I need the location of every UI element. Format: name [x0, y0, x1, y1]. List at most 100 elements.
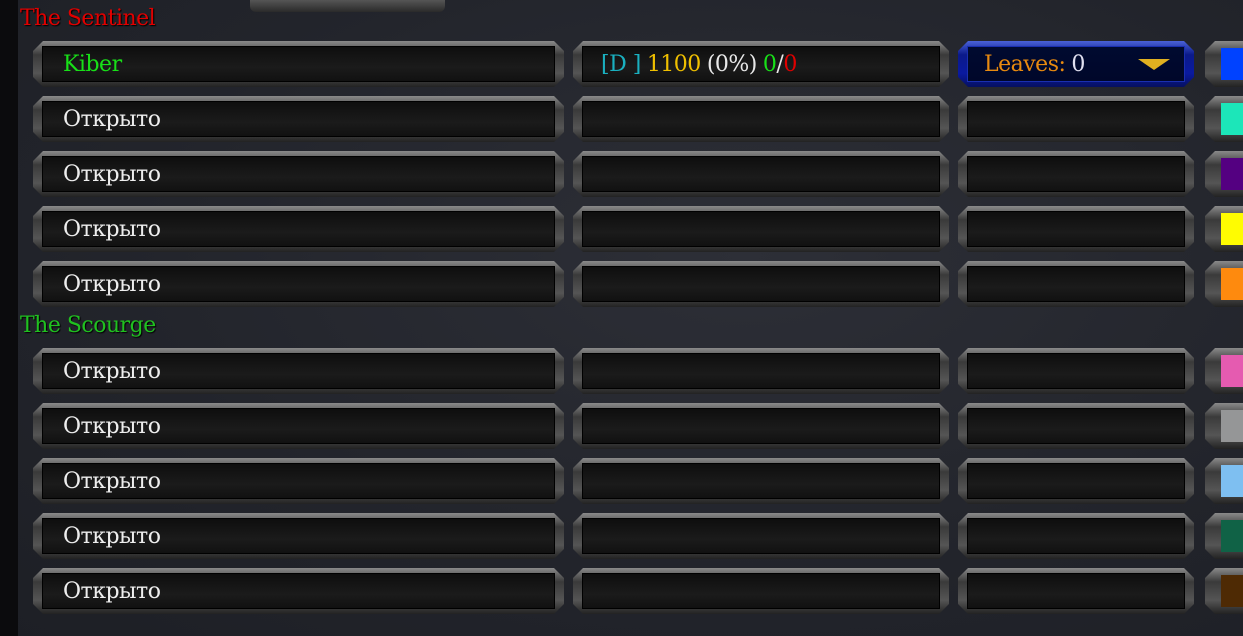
- player-color-selector[interactable]: [1205, 348, 1243, 394]
- player-slot-name[interactable]: Открыто: [33, 206, 564, 252]
- player-name-field[interactable]: Открыто: [42, 518, 555, 554]
- wins: 0: [762, 51, 777, 77]
- player-color-selector[interactable]: [1205, 96, 1243, 142]
- player-name: Открыто: [63, 578, 161, 604]
- player-name-field[interactable]: Открыто: [42, 463, 555, 499]
- player-info-slot: [573, 458, 949, 504]
- player-color-selector[interactable]: [1205, 261, 1243, 307]
- color-swatch: [1221, 103, 1243, 135]
- handicap-dropdown[interactable]: [958, 261, 1194, 307]
- player-info: [582, 211, 940, 247]
- player-info-slot: [573, 96, 949, 142]
- player-color-selector[interactable]: [1205, 403, 1243, 449]
- percent: (0%): [706, 51, 757, 77]
- player-info: [582, 518, 940, 554]
- player-name-field[interactable]: Открыто: [42, 266, 555, 302]
- handicap-dropdown[interactable]: [958, 96, 1194, 142]
- player-name: Kiber: [63, 51, 122, 77]
- player-info-slot: [573, 403, 949, 449]
- handicap-dropdown[interactable]: [958, 403, 1194, 449]
- handicap-dropdown[interactable]: [958, 513, 1194, 559]
- player-info: [582, 156, 940, 192]
- handicap-dropdown[interactable]: [958, 458, 1194, 504]
- player-color-selector[interactable]: [1205, 458, 1243, 504]
- chevron-down-icon[interactable]: [1138, 59, 1170, 70]
- player-slot-name[interactable]: Открыто: [33, 458, 564, 504]
- player-info-slot: [573, 348, 949, 394]
- dropdown-value: 0: [1071, 51, 1085, 77]
- player-name: Открыто: [63, 468, 161, 494]
- player-info: [582, 573, 940, 609]
- color-swatch: [1221, 48, 1243, 80]
- player-info-slot: [573, 206, 949, 252]
- left-border: [0, 0, 18, 636]
- dropdown-field[interactable]: [967, 518, 1185, 554]
- player-name: Открыто: [63, 271, 161, 297]
- color-swatch: [1221, 355, 1243, 387]
- player-slot-name[interactable]: Открыто: [33, 568, 564, 614]
- color-swatch: [1221, 575, 1243, 607]
- dropdown-field[interactable]: [967, 573, 1185, 609]
- player-color-selector[interactable]: [1205, 151, 1243, 197]
- dropdown-field[interactable]: [967, 156, 1185, 192]
- player-name: Открыто: [63, 413, 161, 439]
- dropdown-field[interactable]: [967, 266, 1185, 302]
- player-color-selector[interactable]: [1205, 568, 1243, 614]
- player-name-field[interactable]: Открыто: [42, 156, 555, 192]
- player-name-field[interactable]: Открыто: [42, 211, 555, 247]
- player-name: Открыто: [63, 523, 161, 549]
- score: 1100: [646, 51, 701, 77]
- player-info: [582, 266, 940, 302]
- dropdown-field[interactable]: [967, 211, 1185, 247]
- team-label: The Scourge: [20, 313, 156, 338]
- player-slot-name[interactable]: Открыто: [33, 151, 564, 197]
- handicap-dropdown[interactable]: [958, 206, 1194, 252]
- separator: /: [776, 51, 784, 77]
- player-name-field[interactable]: Открыто: [42, 101, 555, 137]
- player-color-selector[interactable]: [1205, 513, 1243, 559]
- player-name: Открыто: [63, 216, 161, 242]
- player-slot-name[interactable]: Kiber: [33, 41, 564, 87]
- losses: 0: [783, 51, 797, 77]
- player-slot-name[interactable]: Открыто: [33, 348, 564, 394]
- player-info: [582, 101, 940, 137]
- color-swatch: [1221, 213, 1243, 245]
- player-info-slot: [573, 151, 949, 197]
- player-name-field[interactable]: Открыто: [42, 353, 555, 389]
- dropdown-field[interactable]: [967, 353, 1185, 389]
- dropdown-field[interactable]: [967, 101, 1185, 137]
- clan-tag: [D ]: [601, 51, 641, 77]
- player-slot-name[interactable]: Открыто: [33, 261, 564, 307]
- player-name-field[interactable]: Открыто: [42, 408, 555, 444]
- player-name: Открыто: [63, 161, 161, 187]
- player-info-slot: [573, 568, 949, 614]
- handicap-dropdown[interactable]: [958, 568, 1194, 614]
- handicap-dropdown[interactable]: [958, 151, 1194, 197]
- player-name: Открыто: [63, 106, 161, 132]
- handicap-dropdown[interactable]: [958, 348, 1194, 394]
- color-swatch: [1221, 410, 1243, 442]
- player-info-slot: [573, 261, 949, 307]
- player-info-slot: [573, 513, 949, 559]
- player-slot-name[interactable]: Открыто: [33, 403, 564, 449]
- player-color-selector[interactable]: [1205, 41, 1243, 87]
- dropdown-field[interactable]: [967, 463, 1185, 499]
- player-slot-name[interactable]: Открыто: [33, 513, 564, 559]
- player-color-selector[interactable]: [1205, 206, 1243, 252]
- dropdown-field[interactable]: Leaves: 0: [967, 46, 1185, 82]
- top-ornament: [250, 0, 445, 12]
- player-info: [582, 408, 940, 444]
- team-label: The Sentinel: [20, 6, 156, 31]
- handicap-dropdown[interactable]: Leaves: 0: [958, 41, 1194, 87]
- player-name-field[interactable]: Открыто: [42, 573, 555, 609]
- player-slot-name[interactable]: Открыто: [33, 96, 564, 142]
- color-swatch: [1221, 465, 1243, 497]
- color-swatch: [1221, 268, 1243, 300]
- player-info-slot: [D ] 1100 (0%) 0/0: [573, 41, 949, 87]
- color-swatch: [1221, 158, 1243, 190]
- player-info: [582, 353, 940, 389]
- color-swatch: [1221, 520, 1243, 552]
- player-info: [D ] 1100 (0%) 0/0: [582, 46, 940, 82]
- dropdown-field[interactable]: [967, 408, 1185, 444]
- player-name-field[interactable]: Kiber: [42, 46, 555, 82]
